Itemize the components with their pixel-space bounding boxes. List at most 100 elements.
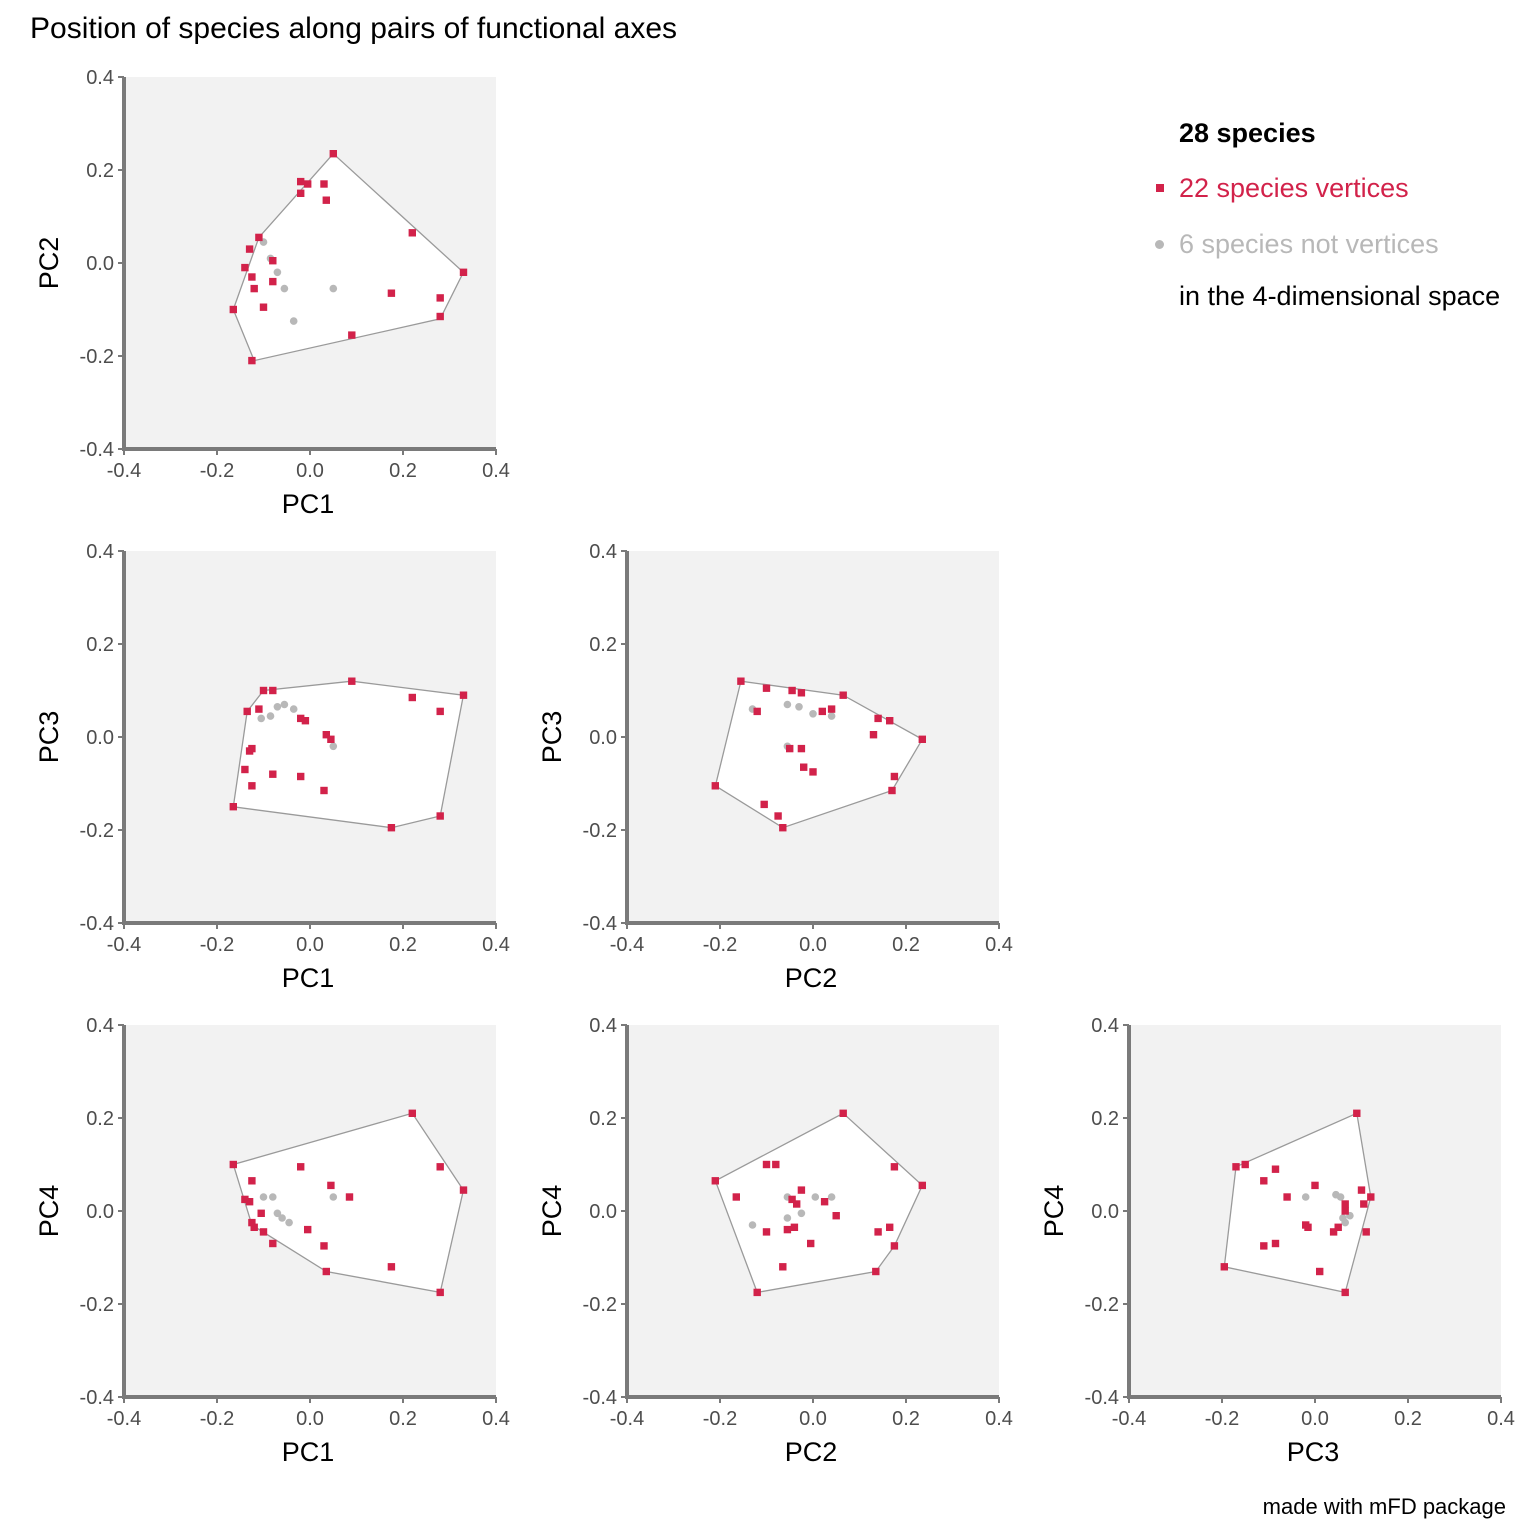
vertex-point (345, 1193, 354, 1201)
vertex-point (839, 691, 847, 699)
y-tick-label: 0.4 (1091, 1015, 1119, 1037)
y-tick-label: 0.4 (86, 1015, 114, 1037)
vertex-point (1357, 1186, 1366, 1194)
non-vertex-point (827, 712, 836, 720)
vertex-point (297, 189, 305, 197)
vertex-point (886, 1223, 894, 1231)
non-vertex-point (748, 1221, 757, 1229)
non-vertex-point (1336, 1193, 1345, 1201)
vertex-point (872, 1267, 880, 1276)
y-tick-label: -0.2 (583, 820, 617, 842)
vertex-point (1271, 1239, 1280, 1248)
y-tick-label: 0.0 (86, 727, 114, 749)
vertex-point (255, 233, 263, 242)
non-vertex-point (269, 1193, 277, 1201)
vertex-point (869, 731, 878, 739)
y-axis-title: PC4 (34, 1185, 64, 1238)
non-vertex-point (827, 1193, 836, 1201)
vertex-point (1260, 1242, 1268, 1250)
vertex-point (1241, 1160, 1249, 1169)
vertex-point (297, 772, 305, 781)
y-tick-label: 0.4 (589, 1015, 617, 1037)
y-tick-label: 0.2 (86, 1108, 114, 1130)
y-tick-label: 0.2 (86, 160, 114, 182)
vertex-point (1311, 1181, 1319, 1190)
x-axis-title: PC2 (785, 1437, 838, 1467)
x-tick-label: 0.0 (1301, 1408, 1329, 1430)
x-tick-label: 0.4 (482, 934, 510, 956)
x-tick-label: 0.0 (799, 1408, 827, 1430)
y-axis-title: PC3 (537, 711, 567, 764)
x-tick-label: -0.4 (107, 1408, 141, 1430)
vertex-point (1220, 1263, 1228, 1271)
vertex-point (327, 1181, 335, 1190)
vertex-point (436, 1288, 444, 1297)
y-tick-label: 0.2 (1091, 1108, 1119, 1130)
non-vertex-point (280, 700, 289, 709)
vertex-point (250, 284, 258, 293)
vertex-point (304, 1225, 312, 1234)
vertex-point (269, 257, 277, 265)
panel-pc1-pc4: -0.4-0.4 -0.2 -0.2 0.0 0.0 0.2 0.2 0.4 0.4 PC1 PC4 (34, 1015, 510, 1467)
panel-pc1-pc3: -0.4-0.4 -0.2 -0.2 0.0 0.0 0.2 0.2 0.4 0.4 PC1 PC3 (34, 541, 510, 993)
vertex-point (408, 1109, 416, 1117)
vertex-point (762, 1160, 771, 1169)
y-tick-label: 0.4 (589, 541, 617, 563)
vertex-point (760, 800, 768, 809)
vertex-point (248, 356, 256, 365)
y-axis-title: PC2 (34, 237, 64, 290)
panel-pc2-pc3: -0.4-0.4 -0.2 -0.2 0.0 0.0 0.2 0.2 0.4 0.4 PC2 PC3 (537, 541, 1013, 993)
vertex-point (387, 289, 396, 297)
vertex-point (269, 686, 277, 695)
vertex-point (797, 1186, 806, 1194)
vertex-point (818, 707, 826, 716)
non-vertex-dot-icon (1155, 239, 1164, 249)
non-vertex-point (329, 1193, 338, 1201)
x-axis-title: PC1 (282, 489, 335, 519)
x-axis-title: PC2 (785, 963, 838, 993)
y-tick-label: 0.4 (86, 541, 114, 563)
vertex-point (832, 1212, 840, 1220)
x-axis-title: PC1 (282, 1437, 335, 1467)
x-tick-label: 0.4 (482, 460, 510, 482)
x-tick-label: -0.2 (703, 1408, 737, 1430)
vertex-point (918, 1181, 926, 1190)
x-tick-label: -0.4 (107, 460, 141, 482)
x-tick-label: 0.2 (389, 460, 417, 482)
y-tick-label: -0.2 (583, 1294, 617, 1316)
vertex-point (408, 693, 416, 702)
page-title: Position of species along pairs of funct… (30, 12, 678, 45)
vertex-point (890, 772, 899, 781)
vertex-point (890, 1242, 899, 1250)
non-vertex-point (809, 710, 817, 718)
convex-hull (232, 680, 465, 829)
vertex-point (874, 1228, 882, 1236)
vertex-point (248, 1218, 256, 1227)
vertex-point (259, 686, 268, 695)
x-tick-label: 0.4 (482, 1408, 510, 1430)
non-vertex-point (783, 700, 792, 709)
legend: 28 species 22 species vertices 6 species… (1150, 110, 1506, 312)
non-vertex-point (257, 714, 266, 723)
non-vertex-point (1301, 1193, 1310, 1201)
vertex-point (301, 717, 310, 725)
y-tick-label: -0.2 (80, 820, 114, 842)
vertex-point (774, 812, 782, 820)
y-tick-label: 0.2 (86, 634, 114, 656)
vertex-point (459, 691, 468, 699)
non-vertex-point (280, 284, 289, 293)
y-tick-label: 0.0 (86, 1201, 114, 1223)
vertex-square-icon (1156, 184, 1164, 192)
vertex-point (753, 1288, 761, 1297)
y-tick-label: 0.0 (86, 253, 114, 275)
x-tick-label: 0.0 (296, 934, 324, 956)
vertex-point (772, 1160, 780, 1169)
non-vertex-point (795, 703, 803, 711)
x-tick-label: 0.2 (389, 934, 417, 956)
x-tick-label: -0.2 (1205, 1408, 1239, 1430)
vertex-point (245, 245, 254, 253)
x-tick-label: -0.2 (200, 934, 234, 956)
vertex-point (320, 786, 328, 795)
vertex-point (269, 277, 277, 286)
